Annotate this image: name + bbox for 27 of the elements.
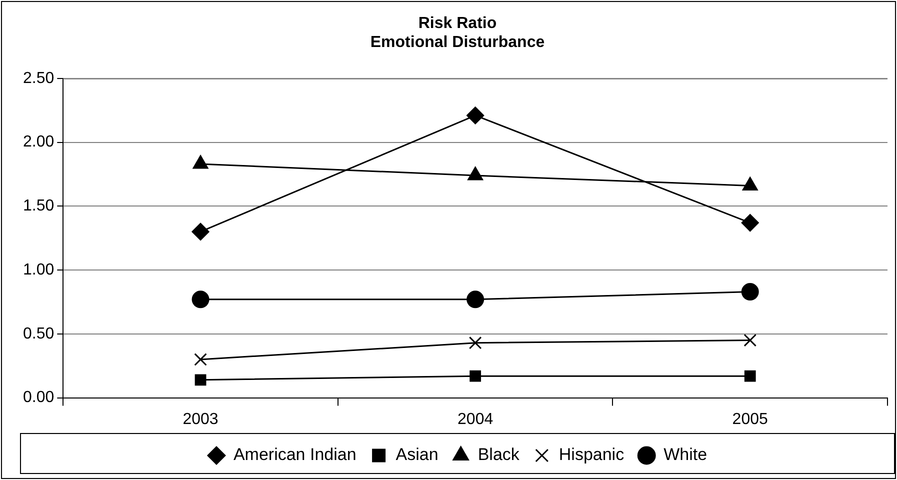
point <box>741 283 759 301</box>
point <box>741 214 759 232</box>
point <box>744 370 756 382</box>
legend-label: Asian <box>396 445 438 464</box>
x-tick-label: 2003 <box>182 410 218 428</box>
y-tick-label: 0.50 <box>23 325 54 342</box>
y-tick-label: 0.00 <box>23 389 54 406</box>
y-tick-label: 1.50 <box>23 198 54 215</box>
point <box>192 222 210 240</box>
legend-label: White <box>664 445 708 464</box>
point <box>468 336 482 350</box>
point <box>466 106 484 124</box>
point <box>470 370 482 382</box>
point <box>192 290 210 308</box>
x-tick-label: 2005 <box>732 410 768 428</box>
legend-label: Hispanic <box>558 445 625 464</box>
y-tick-label: 2.50 <box>23 70 54 87</box>
chart-title: Risk Ratio Emotional Disturbance <box>370 15 545 52</box>
point <box>744 334 757 347</box>
x-tick-label: 2004 <box>458 410 494 428</box>
y-tick-label: 2.00 <box>23 134 54 151</box>
legend-label: Black <box>478 445 520 464</box>
point <box>194 353 207 366</box>
point <box>466 290 484 308</box>
legend-label: American Indian <box>233 445 356 464</box>
point <box>194 374 206 386</box>
y-tick-label: 1.00 <box>23 261 54 278</box>
